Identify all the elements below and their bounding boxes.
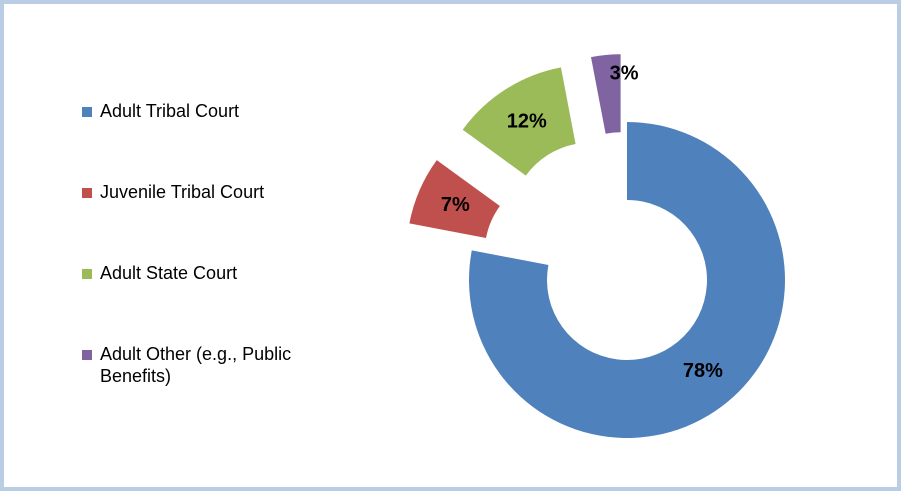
legend-label: Adult Other (e.g., Public Benefits) bbox=[100, 344, 292, 386]
legend-item: Adult Other (e.g., Public Benefits) bbox=[80, 343, 350, 424]
slice bbox=[409, 160, 500, 239]
slice bbox=[462, 67, 576, 176]
data-label: 78% bbox=[683, 360, 723, 382]
data-label: 3% bbox=[610, 63, 639, 85]
slice bbox=[469, 122, 785, 439]
legend-item: Adult State Court bbox=[80, 262, 350, 343]
chart: 78% 7% 12% 3% bbox=[409, 54, 785, 439]
legend: Adult Tribal Court Juvenile Tribal Court A… bbox=[80, 100, 350, 424]
legend-item: Adult Tribal Court bbox=[80, 100, 350, 181]
legend-swatch bbox=[82, 188, 92, 198]
legend-item: Juvenile Tribal Court bbox=[80, 181, 350, 262]
legend-swatch bbox=[82, 269, 92, 279]
data-label: 7% bbox=[441, 194, 470, 216]
data-label: 12% bbox=[507, 110, 547, 132]
legend-label: Juvenile Tribal Court bbox=[100, 182, 265, 202]
legend-swatch bbox=[82, 350, 92, 360]
legend-label: Adult Tribal Court bbox=[100, 101, 240, 121]
legend-swatch bbox=[82, 107, 92, 117]
legend-label: Adult State Court bbox=[100, 263, 238, 283]
slice bbox=[590, 54, 621, 134]
